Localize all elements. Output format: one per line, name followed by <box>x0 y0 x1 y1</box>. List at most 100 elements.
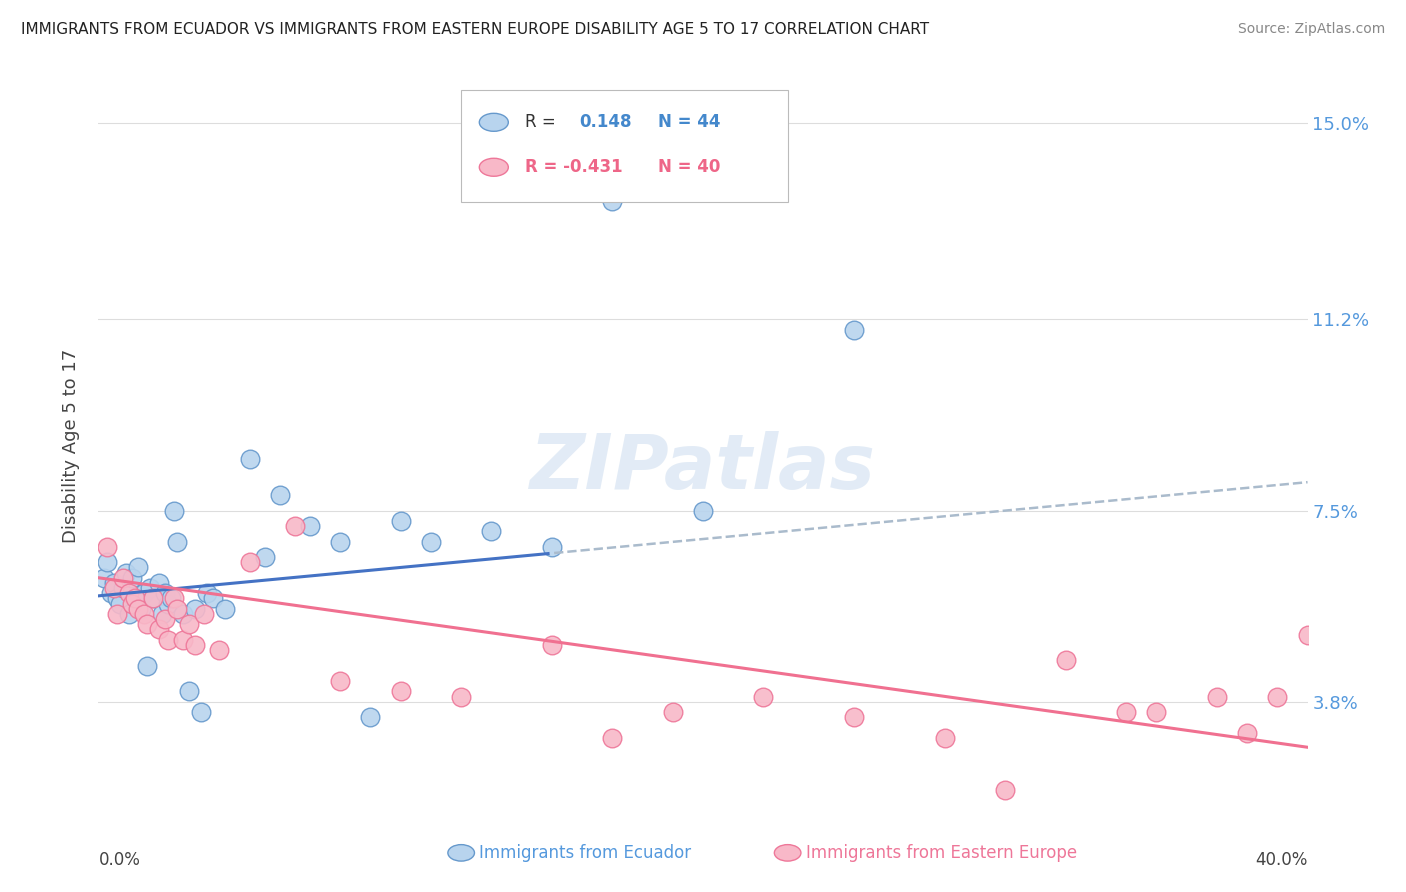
Point <box>389 684 412 698</box>
Point <box>661 705 683 719</box>
Point <box>284 519 307 533</box>
Point <box>156 597 179 611</box>
Point <box>481 524 503 539</box>
Point <box>450 690 472 704</box>
Point <box>844 323 866 337</box>
Point <box>752 690 775 704</box>
Text: Immigrants from Ecuador: Immigrants from Ecuador <box>479 844 692 862</box>
Point <box>166 534 188 549</box>
Point <box>190 705 212 719</box>
Point <box>1054 653 1077 667</box>
Point <box>103 581 125 595</box>
Point <box>184 601 207 615</box>
Point <box>239 451 262 466</box>
Circle shape <box>479 158 509 177</box>
Circle shape <box>449 845 474 861</box>
Point <box>329 534 352 549</box>
Text: N = 44: N = 44 <box>658 113 721 131</box>
Point <box>994 782 1017 797</box>
Point <box>153 612 176 626</box>
Point <box>1236 726 1258 740</box>
Point <box>179 617 201 632</box>
Point <box>179 684 201 698</box>
Point <box>193 607 215 621</box>
Point <box>142 591 165 606</box>
Point <box>360 710 382 724</box>
Point <box>118 586 141 600</box>
Text: 0.0%: 0.0% <box>98 851 141 869</box>
Point <box>142 591 165 606</box>
Point <box>124 591 146 606</box>
Point <box>195 586 218 600</box>
Point <box>148 623 170 637</box>
Point <box>114 566 136 580</box>
Point <box>163 503 186 517</box>
Text: Source: ZipAtlas.com: Source: ZipAtlas.com <box>1237 22 1385 37</box>
Point <box>118 607 141 621</box>
Point <box>172 607 194 621</box>
Point <box>124 591 146 606</box>
Point <box>135 658 157 673</box>
Point <box>148 576 170 591</box>
Point <box>172 632 194 647</box>
Point <box>602 194 624 208</box>
Point <box>96 540 118 554</box>
Point <box>540 638 562 652</box>
FancyBboxPatch shape <box>461 90 787 202</box>
Point <box>540 540 562 554</box>
Point <box>299 519 322 533</box>
Point <box>127 601 149 615</box>
Circle shape <box>479 113 509 131</box>
Point <box>160 591 183 606</box>
Point <box>93 571 115 585</box>
Point <box>184 638 207 652</box>
Point <box>202 591 225 606</box>
Point <box>214 601 236 615</box>
Point <box>934 731 956 745</box>
Point <box>163 591 186 606</box>
Point <box>121 597 143 611</box>
Point <box>1115 705 1137 719</box>
Text: ZIPatlas: ZIPatlas <box>530 432 876 506</box>
Point <box>132 586 155 600</box>
Point <box>1296 627 1319 641</box>
Point <box>127 560 149 574</box>
Point <box>602 731 624 745</box>
Text: IMMIGRANTS FROM ECUADOR VS IMMIGRANTS FROM EASTERN EUROPE DISABILITY AGE 5 TO 17: IMMIGRANTS FROM ECUADOR VS IMMIGRANTS FR… <box>21 22 929 37</box>
Point <box>129 601 152 615</box>
Point <box>111 571 134 585</box>
Point <box>153 586 176 600</box>
Text: R = -0.431: R = -0.431 <box>526 158 623 177</box>
Point <box>1146 705 1168 719</box>
Point <box>253 550 276 565</box>
Point <box>103 576 125 591</box>
Point <box>132 607 155 621</box>
Point <box>1206 690 1229 704</box>
Point <box>108 597 131 611</box>
Point <box>239 555 262 569</box>
Point <box>105 591 128 606</box>
Text: Immigrants from Eastern Europe: Immigrants from Eastern Europe <box>806 844 1077 862</box>
Text: 0.148: 0.148 <box>579 113 633 131</box>
Point <box>100 586 122 600</box>
Point <box>135 617 157 632</box>
Point <box>150 607 173 621</box>
Point <box>329 674 352 689</box>
Point <box>111 581 134 595</box>
Point <box>420 534 443 549</box>
Point <box>692 503 714 517</box>
Point <box>156 632 179 647</box>
Point <box>208 643 231 657</box>
Circle shape <box>775 845 801 861</box>
Y-axis label: Disability Age 5 to 17: Disability Age 5 to 17 <box>62 349 80 543</box>
Text: R =: R = <box>526 113 555 131</box>
Text: 40.0%: 40.0% <box>1256 851 1308 869</box>
Point <box>96 555 118 569</box>
Point <box>139 581 162 595</box>
Point <box>121 571 143 585</box>
Point <box>105 607 128 621</box>
Text: N = 40: N = 40 <box>658 158 721 177</box>
Point <box>269 488 291 502</box>
Point <box>1267 690 1289 704</box>
Point <box>844 710 866 724</box>
